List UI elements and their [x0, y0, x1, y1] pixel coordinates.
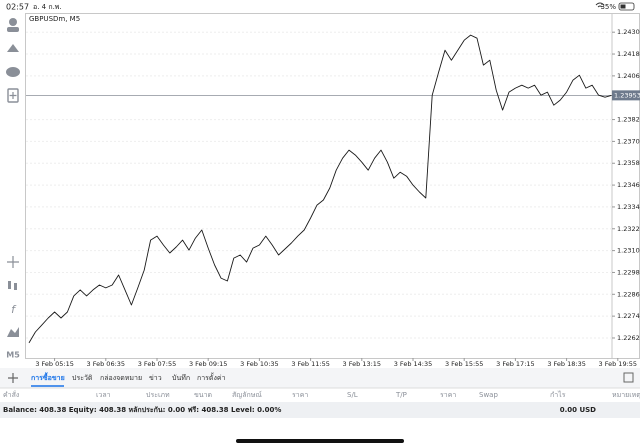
battery-fill	[620, 4, 626, 9]
x-tick-label: 3 Feb 13:15	[343, 360, 382, 368]
x-tick-label: 3 Feb 15:55	[445, 360, 484, 368]
column-header: S/L	[347, 391, 358, 399]
account-summary: Balance: 408.38 Equity: 408.38 หลักประกั…	[3, 406, 281, 414]
y-tick-label: 1.23220	[617, 225, 640, 233]
y-tick-label: 1.23100	[617, 247, 640, 255]
account-icon-body	[7, 27, 19, 32]
bottom-toolbar	[0, 368, 640, 388]
account-icon[interactable]	[9, 18, 17, 26]
new-order-icon[interactable]	[7, 88, 19, 103]
y-tick-label: 1.23460	[617, 181, 640, 189]
x-tick-label: 3 Feb 14:35	[394, 360, 433, 368]
y-tick-label: 1.22620	[617, 334, 640, 342]
x-tick-label: 3 Feb 06:35	[87, 360, 126, 368]
x-tick-label: 3 Feb 18:35	[547, 360, 586, 368]
table-header: คำสั่ง เวลา ประเภท ขนาด สัญลักษณ์ ราคา S/L T/P ร…	[3, 390, 640, 399]
x-tick-label: 3 Feb 10:35	[240, 360, 279, 368]
column-header: ประเภท	[146, 391, 170, 399]
column-header: สัญลักษณ์	[232, 391, 262, 399]
price-label-bg	[612, 90, 640, 101]
new-order-plus	[9, 92, 17, 99]
x-tick-label: 3 Feb 17:15	[496, 360, 535, 368]
price-line-series	[28, 34, 612, 344]
y-tick-label: 1.24060	[617, 72, 640, 80]
tab[interactable]: การตั้งค่า	[197, 371, 226, 382]
price-label: 1.23953	[614, 91, 640, 99]
tab[interactable]: การซื้อขาย	[31, 371, 65, 382]
x-tick-label: 3 Feb 11:55	[291, 360, 330, 368]
add-button[interactable]	[8, 373, 18, 383]
account-total: 0.00 USD	[560, 406, 596, 414]
objects-icon[interactable]	[7, 327, 19, 337]
y-tick-label: 1.24300	[617, 28, 640, 36]
column-header: ราคา	[440, 391, 456, 399]
left-toolbar: f M5	[6, 18, 20, 360]
tab[interactable]: ข่าว	[149, 374, 162, 382]
candles-icon-2	[14, 283, 17, 290]
wifi-icon	[595, 2, 605, 8]
trade-icon[interactable]	[7, 44, 19, 52]
column-header: Swap	[479, 391, 498, 399]
y-tick-label: 1.22980	[617, 268, 640, 276]
chart-title: GBPUSDm, M5	[29, 15, 80, 23]
home-indicator	[236, 439, 404, 443]
x-tick-label: 3 Feb 19:55	[599, 360, 638, 368]
indicator-icon[interactable]: f	[11, 303, 17, 316]
crosshair-icon[interactable]	[7, 256, 19, 268]
column-header: ราคา	[292, 391, 308, 399]
y-tick-label: 1.23700	[617, 137, 640, 145]
tab[interactable]: บันทึก	[172, 373, 190, 382]
column-header: T/P	[395, 391, 407, 399]
timeframe-button[interactable]: M5	[6, 351, 20, 360]
x-tick-label: 3 Feb 05:15	[35, 360, 74, 368]
chat-icon[interactable]	[6, 67, 20, 77]
y-tick-label: 1.22740	[617, 312, 640, 320]
tab[interactable]: ประวัติ	[72, 374, 93, 382]
column-header: เวลา	[96, 391, 111, 399]
y-tick-label: 1.23340	[617, 203, 640, 211]
y-tick-label: 1.22860	[617, 290, 640, 298]
y-tick-label: 1.23580	[617, 159, 640, 167]
battery-icon	[618, 2, 635, 11]
layout-button[interactable]	[623, 372, 634, 383]
x-tick-label: 3 Feb 09:15	[189, 360, 228, 368]
column-header: ขนาด	[194, 391, 212, 399]
tab[interactable]: กล่องจดหมาย	[100, 374, 142, 382]
column-header: คำสั่ง	[3, 390, 19, 399]
column-header: กำไร	[550, 390, 566, 399]
y-tick-label: 1.24180	[617, 50, 640, 58]
status-time: 02:57	[6, 3, 29, 12]
candles-icon[interactable]	[8, 281, 11, 289]
y-tick-label: 1.23820	[617, 116, 640, 124]
battery-level: 35%	[600, 3, 616, 11]
tab-bar: การซื้อขาย ประวัติ กล่องจดหมาย ข่าว บันทึก กา…	[31, 371, 226, 387]
column-header: หมายเหตุ	[612, 391, 640, 399]
status-date: อ. 4 ก.พ.	[33, 3, 62, 11]
x-tick-label: 3 Feb 07:55	[138, 360, 177, 368]
account-row	[0, 402, 640, 418]
